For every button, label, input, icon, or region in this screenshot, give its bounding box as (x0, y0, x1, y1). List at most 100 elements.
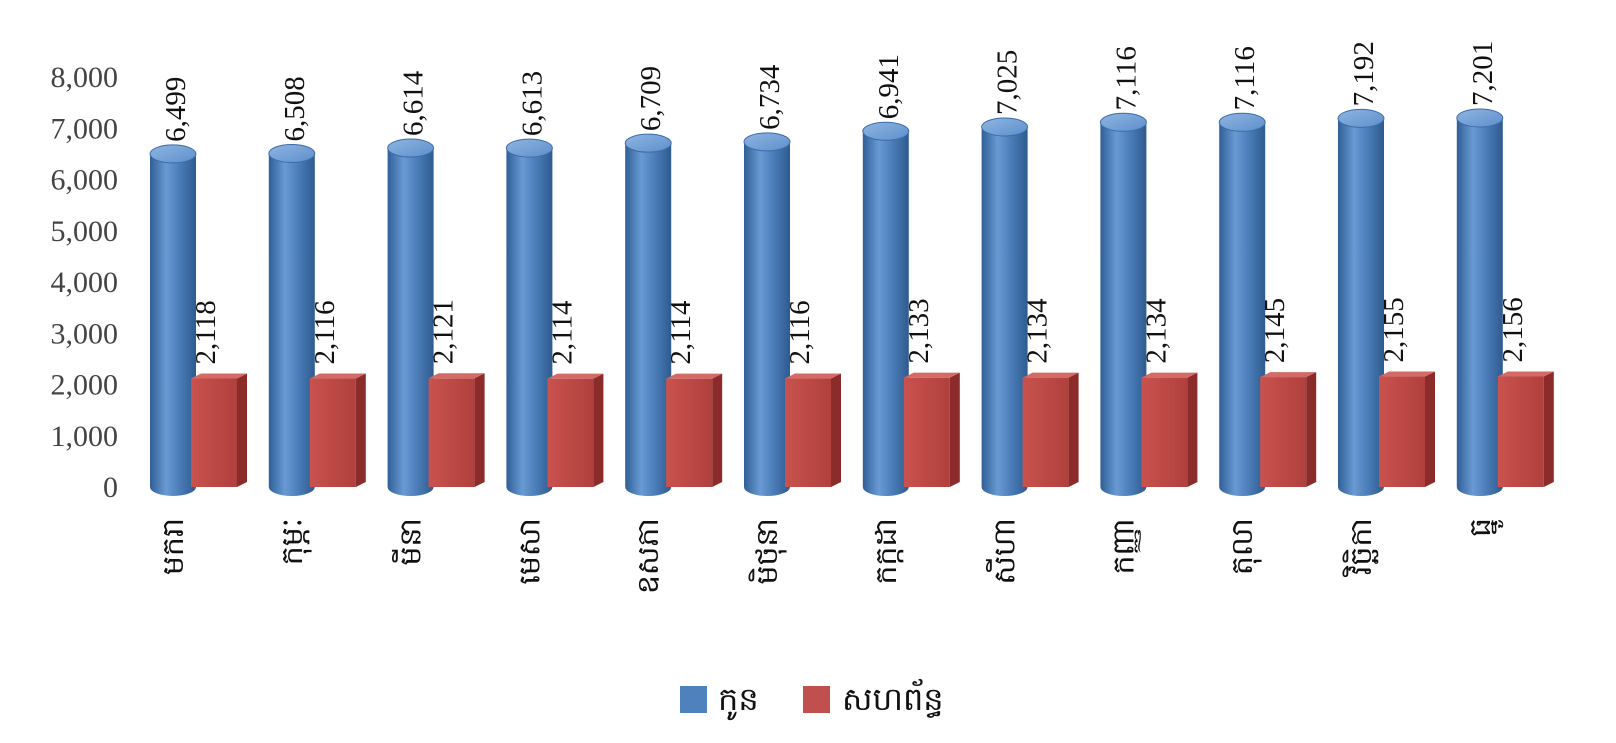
x-tick-label: មីនា (392, 518, 429, 566)
data-label-red: 2,114 (546, 300, 578, 365)
bar-box-side (1187, 372, 1198, 487)
data-label-red: 2,114 (665, 300, 697, 365)
data-label-blue: 6,613 (516, 71, 548, 136)
bar-cylinder-កូន (1219, 122, 1266, 497)
bar-cylinder-កូន (150, 153, 196, 496)
bar-box-top (785, 373, 841, 379)
data-label-blue: 6,709 (635, 66, 667, 131)
bar-cylinder-top (743, 132, 791, 152)
bar-cylinder-កូន (1100, 122, 1147, 497)
data-label-red: 2,155 (1378, 297, 1410, 362)
bar-box-front (666, 378, 713, 487)
bar-box-front (903, 377, 950, 487)
bar-box-front (191, 378, 237, 487)
y-tick-label: 3,000 (51, 317, 119, 350)
bar-cylinder-top (1099, 112, 1147, 132)
data-label-red: 2,121 (428, 299, 460, 364)
x-tick-label: កក្កដា (869, 518, 904, 585)
bar-cylinder-កូន (981, 126, 1028, 496)
bar-cylinder-top (387, 138, 435, 158)
x-tick-label: តុលា (1225, 518, 1262, 575)
x-axis: មករា កុម្ភៈ មីនា មេសា ឧសភា មិថុនា កក្កដា សីហា កញ… (156, 518, 1504, 594)
bar-cylinder-កូន (744, 141, 790, 496)
bar-box-side (593, 373, 604, 487)
bar-box-top (1497, 371, 1554, 377)
x-tick-label: កញ្ញា (1106, 518, 1141, 575)
bar-cylinder-top (1218, 112, 1266, 132)
y-tick-label: 8,000 (51, 61, 119, 94)
bar-box-top (1022, 372, 1079, 378)
data-label-blue: 7,025 (992, 50, 1024, 115)
legend-swatch-red (803, 686, 830, 713)
data-label-blue: 7,192 (1348, 41, 1380, 106)
bar-box-side (355, 373, 366, 487)
y-tick-label: 5,000 (51, 215, 119, 248)
data-label-red: 2,145 (1259, 298, 1291, 363)
y-tick-label: 6,000 (51, 164, 119, 197)
bar-box-side (1306, 372, 1317, 487)
x-tick-label: ឧសភា (631, 518, 666, 594)
y-tick-label: 0 (103, 471, 118, 504)
bar-box-front (1497, 376, 1544, 487)
bar-cylinder-កូន (1338, 118, 1384, 496)
bar-box-side (1543, 371, 1554, 487)
bar-box-top (191, 373, 247, 379)
data-label-blue: 6,941 (873, 54, 905, 119)
y-tick-label: 1,000 (51, 420, 119, 453)
bar-box-side (712, 373, 723, 487)
x-tick-label: កុម្ភៈ (275, 518, 312, 565)
data-label-blue: 7,201 (1467, 41, 1499, 106)
bar-box-top (903, 372, 960, 378)
bar-box-side (831, 373, 841, 487)
legend: កូន សហព័ន្ធ (680, 678, 944, 721)
y-tick-label: 4,000 (51, 266, 119, 299)
bar-cylinder-top (268, 143, 316, 163)
bar-box-side (474, 373, 485, 487)
bar-cylinder-top (149, 144, 197, 164)
bar-box-side (237, 373, 247, 487)
legend-swatch-blue (680, 686, 707, 713)
data-label-blue: 6,614 (398, 70, 430, 136)
bar-cylinder-កូន (862, 131, 909, 496)
bar-box-side (949, 372, 960, 487)
bar-box-front (309, 378, 356, 487)
bars: 6,499 2,118 6,508 2,116 6,614 2,121 6,613 2,114… (149, 41, 1554, 497)
y-tick-label: 7,000 (51, 112, 119, 145)
x-tick-label: សីហា (986, 518, 1023, 585)
bar-box-top (547, 373, 604, 379)
bar-cylinder-top (1337, 108, 1385, 128)
data-label-blue: 6,508 (279, 76, 311, 141)
data-label-red: 2,116 (309, 300, 341, 364)
x-tick-label: វិច្ឆិកា (1342, 518, 1379, 578)
bar-box-side (1425, 371, 1435, 487)
bar-cylinder-កូន (268, 153, 315, 496)
bar-box-front (1141, 377, 1188, 487)
data-label-blue: 6,499 (160, 77, 192, 142)
bar-cylinder-top (1456, 108, 1504, 128)
y-axis: 0 1,000 2,000 3,000 4,000 5,000 6,000 7,000 8,00… (51, 61, 119, 504)
data-label-blue: 7,116 (1229, 46, 1261, 110)
data-label-red: 2,156 (1497, 297, 1529, 362)
x-tick-label: មេសា (512, 518, 547, 585)
data-label-blue: 7,116 (1110, 46, 1142, 110)
bar-box-side (1068, 372, 1079, 487)
data-label-red: 2,134 (1140, 298, 1172, 364)
data-label-red: 2,134 (1022, 298, 1054, 364)
data-label-red: 2,133 (903, 298, 935, 363)
bar-cylinder-top (862, 121, 910, 141)
bar-cylinder-កូន (625, 143, 672, 496)
y-tick-label: 2,000 (51, 369, 119, 402)
bar-box-front (1260, 377, 1307, 487)
bar-box-front (547, 378, 594, 487)
legend-label-blue: កូន (718, 680, 759, 721)
bar-box-top (309, 373, 366, 379)
bar-box-front (785, 378, 831, 487)
legend-label-red: សហព័ន្ធ (842, 678, 944, 718)
bar-cylinder-កូន (1456, 117, 1503, 496)
bar-box-top (1141, 372, 1198, 378)
data-label-red: 2,118 (190, 300, 222, 364)
bar-box-top (1379, 371, 1435, 377)
bar-cylinder-top (981, 117, 1029, 137)
